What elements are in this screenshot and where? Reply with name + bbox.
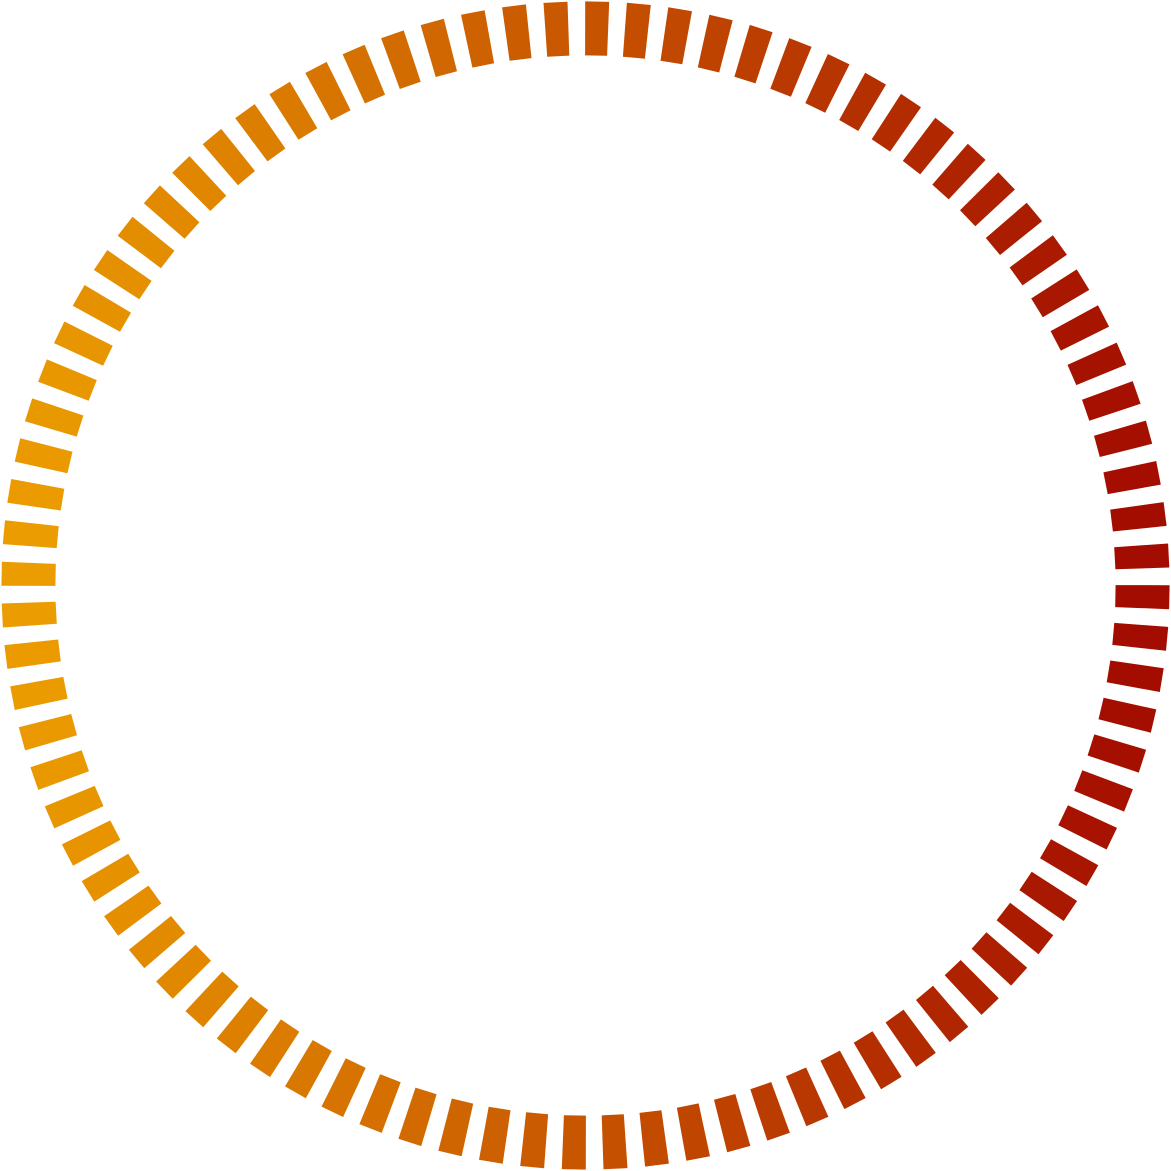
ring-dash <box>697 14 733 73</box>
ring-dash <box>250 1019 300 1078</box>
ring-dash <box>1058 805 1117 850</box>
ring-dash <box>839 72 886 131</box>
ring-dash <box>143 185 200 239</box>
ring-dash <box>172 156 227 211</box>
ring-dash <box>117 216 175 269</box>
ring-dash <box>269 81 318 140</box>
ring-dash <box>7 479 65 511</box>
ring-dash <box>1112 622 1169 651</box>
ring-dash <box>971 932 1028 986</box>
ring-dash <box>359 1074 401 1133</box>
ring-dash <box>676 1103 710 1161</box>
ring-dash <box>202 128 255 186</box>
ring-dash <box>185 971 239 1028</box>
ring-dash <box>853 1031 902 1090</box>
ring-dash <box>885 1009 936 1067</box>
ring-dash <box>1031 269 1090 318</box>
ring-dash <box>72 285 131 332</box>
ring-dash <box>1050 305 1110 351</box>
ring-dash <box>321 1058 366 1117</box>
ring-dash <box>805 54 850 113</box>
ring-dash <box>750 1082 790 1141</box>
ring-dash <box>381 30 421 89</box>
ring-dash <box>38 359 97 401</box>
ring-dash <box>1082 381 1141 421</box>
ring-dash <box>960 172 1015 227</box>
ring-dash <box>93 250 152 300</box>
ring-dash <box>1067 342 1127 386</box>
ring-dash <box>502 4 532 61</box>
ring-dash <box>30 750 89 790</box>
ring-dash <box>1040 839 1099 886</box>
ring-dash <box>820 1050 866 1110</box>
ring-dash <box>1106 660 1164 692</box>
ring-dash <box>235 104 286 162</box>
ring-dash <box>10 676 68 710</box>
ring-dash <box>44 785 104 829</box>
ring-dash <box>1114 543 1170 570</box>
ring-dash <box>54 321 113 366</box>
ring-dash <box>601 1114 628 1170</box>
ring-dash <box>1115 585 1170 610</box>
ring-dash <box>639 1110 669 1167</box>
ring-dash <box>561 1115 586 1170</box>
ring-dash <box>985 202 1043 255</box>
ring-dash <box>18 714 77 751</box>
ring-dash <box>932 143 986 200</box>
ring-dash <box>714 1094 751 1153</box>
ring-dash <box>438 1098 474 1157</box>
ring-dash <box>128 916 186 969</box>
ring-dash <box>996 902 1054 955</box>
ring-dash <box>785 1067 829 1127</box>
ring-dash <box>1 601 57 628</box>
ring-dash <box>1103 461 1161 495</box>
ring-dash <box>81 853 140 902</box>
ring-dash <box>1098 697 1157 733</box>
ring-dash <box>342 44 386 104</box>
ring-dash <box>479 1106 511 1164</box>
ring-dash <box>622 2 651 59</box>
ring-dash <box>4 639 61 669</box>
ring-dash <box>14 438 73 474</box>
ring-dash <box>1074 770 1133 812</box>
ring-dash <box>1087 734 1147 773</box>
ring-dash <box>944 960 999 1015</box>
ring-dash <box>24 398 84 437</box>
ring-dash <box>420 18 457 77</box>
ring-dash <box>1110 502 1167 532</box>
ring-dash <box>734 24 773 84</box>
ring-dash <box>156 944 211 999</box>
ring-dash <box>1009 235 1067 286</box>
ring-dash <box>285 1040 332 1099</box>
ring-dash <box>520 1112 549 1169</box>
ring-dash <box>1019 871 1078 921</box>
ring-dash <box>916 985 969 1043</box>
ring-dash <box>398 1087 437 1147</box>
ring-dash <box>1094 420 1153 457</box>
ring-dash <box>660 7 692 65</box>
ring-dash <box>461 10 495 68</box>
ring-dash <box>543 1 570 57</box>
ring-dash <box>2 520 59 549</box>
ring-dash <box>104 885 162 936</box>
ring-dash <box>871 93 921 152</box>
ring-dash <box>585 1 610 56</box>
ring-dash <box>1 561 56 586</box>
ring-dash <box>216 996 269 1054</box>
ring-dash <box>305 61 351 121</box>
ring-dash <box>902 117 955 175</box>
ring-dash <box>770 38 812 97</box>
ring-dash <box>61 820 121 866</box>
